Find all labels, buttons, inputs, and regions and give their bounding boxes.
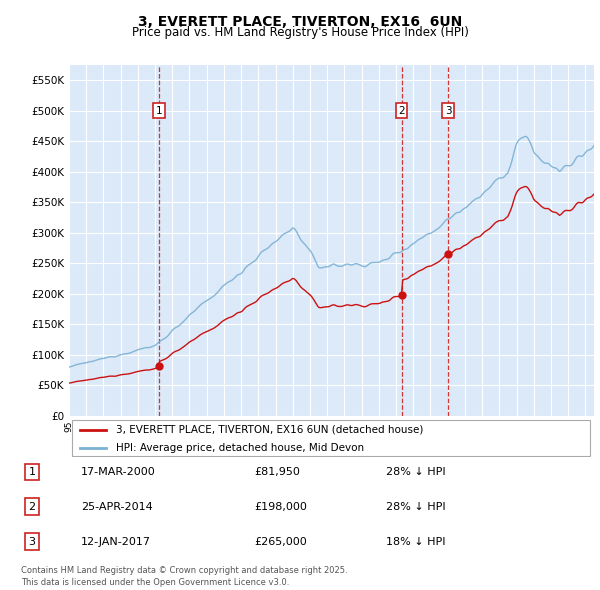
Text: 18% ↓ HPI: 18% ↓ HPI <box>386 537 446 547</box>
Text: 3, EVERETT PLACE, TIVERTON, EX16 6UN (detached house): 3, EVERETT PLACE, TIVERTON, EX16 6UN (de… <box>116 425 424 435</box>
Text: 25-APR-2014: 25-APR-2014 <box>81 502 153 512</box>
Text: 28% ↓ HPI: 28% ↓ HPI <box>386 467 446 477</box>
Text: Price paid vs. HM Land Registry's House Price Index (HPI): Price paid vs. HM Land Registry's House … <box>131 26 469 39</box>
Text: £265,000: £265,000 <box>254 537 307 547</box>
Text: 3: 3 <box>29 537 35 547</box>
Text: £198,000: £198,000 <box>254 502 307 512</box>
Text: 2: 2 <box>29 502 36 512</box>
Text: £81,950: £81,950 <box>254 467 300 477</box>
Text: 3, EVERETT PLACE, TIVERTON, EX16  6UN: 3, EVERETT PLACE, TIVERTON, EX16 6UN <box>138 15 462 29</box>
Text: 12-JAN-2017: 12-JAN-2017 <box>81 537 151 547</box>
Text: 28% ↓ HPI: 28% ↓ HPI <box>386 502 446 512</box>
Text: HPI: Average price, detached house, Mid Devon: HPI: Average price, detached house, Mid … <box>116 442 364 453</box>
Text: 1: 1 <box>29 467 35 477</box>
Text: 3: 3 <box>445 106 452 116</box>
Text: Contains HM Land Registry data © Crown copyright and database right 2025.
This d: Contains HM Land Registry data © Crown c… <box>21 566 347 587</box>
Text: 17-MAR-2000: 17-MAR-2000 <box>81 467 156 477</box>
Text: 1: 1 <box>155 106 162 116</box>
Text: 2: 2 <box>398 106 405 116</box>
FancyBboxPatch shape <box>71 419 590 457</box>
